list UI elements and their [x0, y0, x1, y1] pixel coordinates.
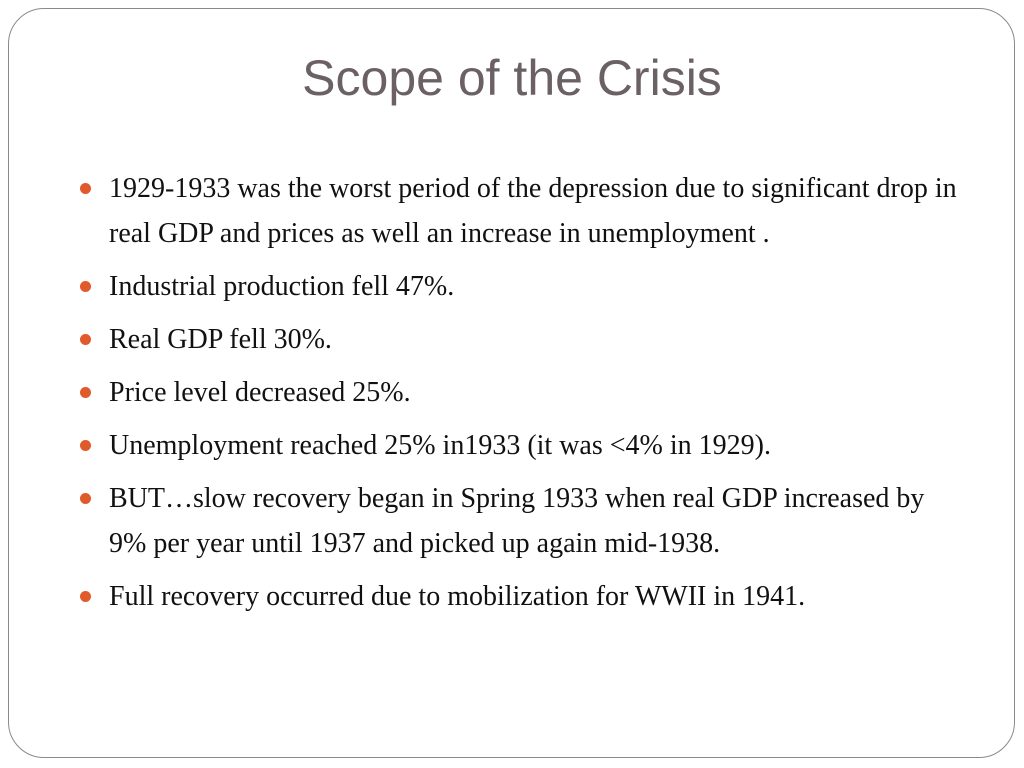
bullet-text: Full recovery occurred due to mobilizati…: [109, 581, 806, 612]
bullet-dot-icon: [80, 281, 91, 292]
bullet-text: Industrial production fell 47%.: [109, 271, 455, 302]
bullet-dot-icon: [80, 440, 91, 451]
bullet-list: 1929-1933 was the worst period of the de…: [80, 166, 960, 627]
slide-frame: [8, 8, 1015, 758]
bullet-text: BUT…slow recovery began in Spring 1933 w…: [109, 483, 925, 559]
bullet-item: Real GDP fell 30%.: [80, 317, 960, 362]
bullet-dot-icon: [80, 591, 91, 602]
bullet-item: 1929-1933 was the worst period of the de…: [80, 166, 960, 256]
bullet-item: Price level decreased 25%.: [80, 370, 960, 415]
slide-title: Scope of the Crisis: [302, 50, 722, 106]
bullet-dot-icon: [80, 387, 91, 398]
bullet-text: Real GDP fell 30%.: [109, 324, 332, 355]
bullet-item: Industrial production fell 47%.: [80, 264, 960, 309]
bullet-item: Unemployment reached 25% in1933 (it was …: [80, 423, 960, 468]
bullet-dot-icon: [80, 493, 91, 504]
bullet-dot-icon: [80, 334, 91, 345]
bullet-text: Unemployment reached 25% in1933 (it was …: [109, 430, 771, 461]
bullet-item: BUT…slow recovery began in Spring 1933 w…: [80, 476, 960, 566]
bullet-dot-icon: [80, 183, 91, 194]
bullet-item: Full recovery occurred due to mobilizati…: [80, 574, 960, 619]
bullet-text: Price level decreased 25%.: [109, 377, 411, 408]
bullet-text: 1929-1933 was the worst period of the de…: [109, 173, 957, 249]
